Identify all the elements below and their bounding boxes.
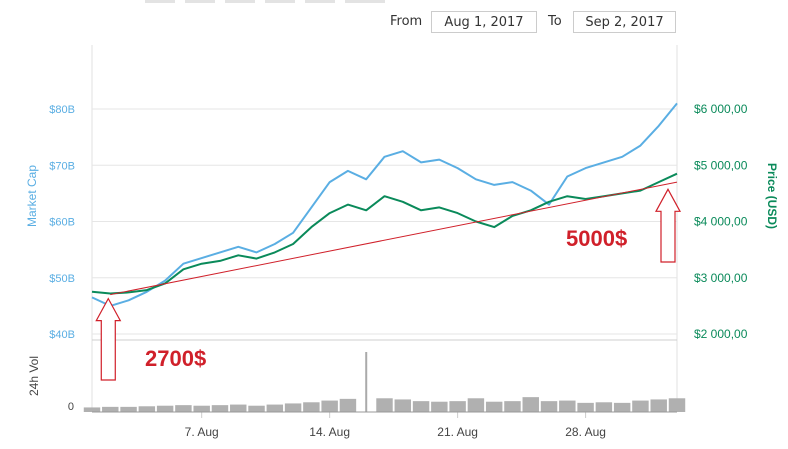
top-bar-fragment <box>345 0 385 3</box>
left-tick-label: $40B <box>49 329 75 341</box>
x-tick-label: 28. Aug <box>565 425 606 439</box>
volume-tick-label: 0 <box>68 401 74 413</box>
right-tick-label: $4 000,00 <box>694 215 748 229</box>
volume-bar <box>376 398 393 412</box>
annotations: 2700$ 5000$ <box>95 181 682 381</box>
volume-axis-title: 24h Vol <box>27 356 41 396</box>
volume-bar <box>540 401 558 412</box>
volume-bar <box>595 402 613 412</box>
to-date-input[interactable]: Sep 2, 2017 <box>573 11 676 33</box>
volume-bar <box>175 405 192 412</box>
volume-bar <box>138 406 156 412</box>
volume-bar <box>632 400 649 412</box>
volume-bar <box>577 402 594 412</box>
volume-bar <box>412 401 430 412</box>
market-cap-line <box>91 102 678 307</box>
x-tick-label: 7. Aug <box>185 425 219 439</box>
right-axis-title: Price (USD) <box>765 163 779 229</box>
top-bar-fragment <box>265 0 295 3</box>
volume-bar <box>303 402 320 412</box>
volume-bar <box>156 405 174 412</box>
volume-bars <box>83 352 686 413</box>
volume-bar <box>668 398 686 412</box>
volume-bar <box>485 401 503 412</box>
volume-bar <box>394 399 412 412</box>
volume-bar <box>284 403 302 412</box>
price-line <box>91 172 678 295</box>
volume-bar <box>83 407 101 412</box>
left-tick-label: $60B <box>49 217 75 229</box>
volume-bar <box>559 400 576 412</box>
up-arrow-left <box>95 297 122 381</box>
series <box>91 102 678 307</box>
from-label: From <box>390 14 423 29</box>
volume-bar <box>613 402 631 412</box>
x-tick-label: 14. Aug <box>309 425 350 439</box>
left-tick-label: $80B <box>49 104 75 116</box>
right-tick-label: $5 000,00 <box>694 158 748 172</box>
grid <box>91 45 678 418</box>
volume-bar <box>365 352 368 412</box>
right-tick-label: $2 000,00 <box>694 327 748 341</box>
volume-bar <box>650 399 667 412</box>
volume-bar <box>102 406 119 412</box>
volume-bar <box>339 398 357 412</box>
volume-bar <box>193 405 210 412</box>
annotation-label: 5000$ <box>566 226 627 251</box>
volume-bar <box>211 405 229 412</box>
left-tick-label: $50B <box>49 273 75 285</box>
top-bar-fragment <box>305 0 335 3</box>
top-bar-fragment <box>185 0 215 3</box>
volume-bar <box>504 401 521 412</box>
volume-bar <box>230 404 247 412</box>
volume-bar <box>522 397 539 412</box>
volume-bar <box>449 401 466 412</box>
volume-bar <box>120 406 137 412</box>
volume-bar <box>431 401 448 412</box>
annotation-label: 2700$ <box>145 346 206 371</box>
right-tick-label: $6 000,00 <box>694 102 748 116</box>
axes: $40B $2 000,00 $50B $3 000,00 $60B $4 000,00 $… <box>25 102 779 439</box>
left-tick-label: $70B <box>49 160 75 172</box>
left-axis-title: Market Cap <box>25 165 39 227</box>
up-arrow-right <box>654 188 682 263</box>
volume-bar <box>248 405 265 412</box>
right-tick-label: $3 000,00 <box>694 271 748 285</box>
volume-bar <box>266 404 284 412</box>
volume-bar <box>467 398 485 412</box>
x-tick-label: 21. Aug <box>437 425 478 439</box>
from-date-input[interactable]: Aug 1, 2017 <box>431 11 537 33</box>
top-bar-fragment <box>225 0 255 3</box>
trend-line <box>110 181 678 296</box>
volume-bar <box>321 400 338 412</box>
to-label: To <box>548 14 562 29</box>
top-bar-fragment <box>145 0 175 3</box>
